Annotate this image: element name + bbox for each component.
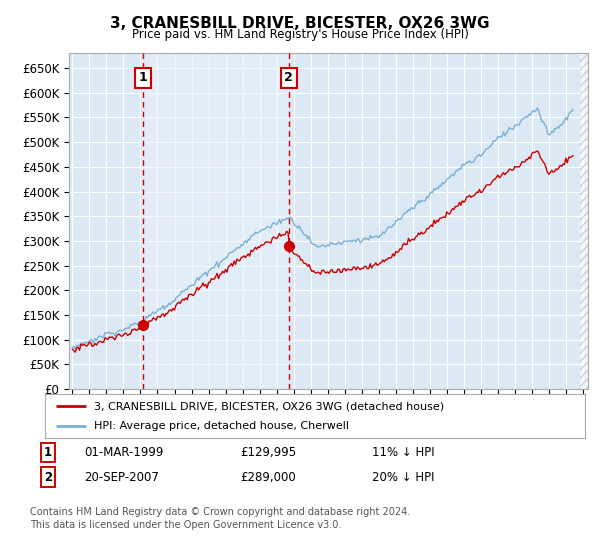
Text: HPI: Average price, detached house, Cherwell: HPI: Average price, detached house, Cher… [94, 421, 349, 431]
Text: 20-SEP-2007: 20-SEP-2007 [84, 470, 159, 484]
Text: 3, CRANESBILL DRIVE, BICESTER, OX26 3WG (detached house): 3, CRANESBILL DRIVE, BICESTER, OX26 3WG … [94, 401, 444, 411]
Bar [580, 53, 589, 389]
Text: £129,995: £129,995 [240, 446, 296, 459]
Text: 3, CRANESBILL DRIVE, BICESTER, OX26 3WG: 3, CRANESBILL DRIVE, BICESTER, OX26 3WG [110, 16, 490, 31]
Text: 20% ↓ HPI: 20% ↓ HPI [372, 470, 434, 484]
Text: Price paid vs. HM Land Registry's House Price Index (HPI): Price paid vs. HM Land Registry's House … [131, 28, 469, 41]
Text: 11% ↓ HPI: 11% ↓ HPI [372, 446, 434, 459]
Text: 1: 1 [44, 446, 52, 459]
Text: 1: 1 [139, 72, 148, 85]
Text: 2: 2 [44, 470, 52, 484]
Text: 2: 2 [284, 72, 293, 85]
Text: 01-MAR-1999: 01-MAR-1999 [84, 446, 163, 459]
Text: This data is licensed under the Open Government Licence v3.0.: This data is licensed under the Open Gov… [30, 520, 341, 530]
Bar [143, 53, 289, 389]
Text: £289,000: £289,000 [240, 470, 296, 484]
Text: Contains HM Land Registry data © Crown copyright and database right 2024.: Contains HM Land Registry data © Crown c… [30, 507, 410, 517]
